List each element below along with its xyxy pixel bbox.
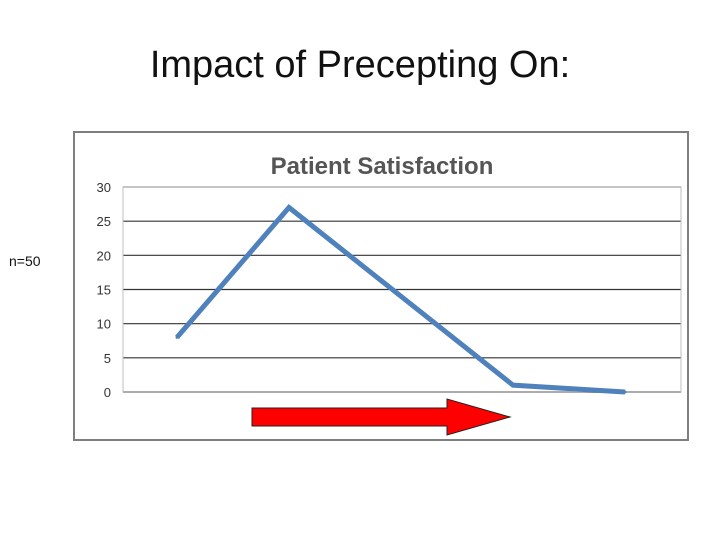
y-tick-label-0: 0 (104, 385, 111, 400)
patient-satisfaction-chart: Patient Satisfaction 0 5 10 15 20 25 30 (97, 153, 682, 436)
y-tick-label-25: 25 (97, 214, 111, 229)
sample-size-label: n=50 (9, 253, 41, 269)
chart-frame: Patient Satisfaction 0 5 10 15 20 25 30 (73, 131, 689, 441)
chart-title: Patient Satisfaction (271, 153, 494, 180)
y-tick-label-20: 20 (97, 248, 111, 263)
y-tick-label-15: 15 (97, 283, 111, 298)
data-point-0-3 (511, 383, 515, 387)
y-tick-label-30: 30 (97, 180, 111, 195)
red-arrow (251, 398, 512, 436)
data-point-0-2 (399, 294, 403, 298)
gridlines (122, 186, 682, 393)
data-point-0-1 (287, 206, 291, 209)
plot-area-border (122, 186, 682, 393)
annotation-layer (251, 398, 512, 436)
y-tick-label-5: 5 (104, 351, 111, 366)
data-point-0-4 (623, 390, 627, 394)
series-layer (175, 204, 627, 395)
slide-title: Impact of Precepting On: (149, 44, 571, 86)
series-line-0 (175, 204, 626, 395)
y-axis-ticks: 0 5 10 15 20 25 30 (97, 180, 111, 400)
y-tick-label-10: 10 (97, 317, 111, 332)
data-point-0-0 (175, 335, 179, 339)
